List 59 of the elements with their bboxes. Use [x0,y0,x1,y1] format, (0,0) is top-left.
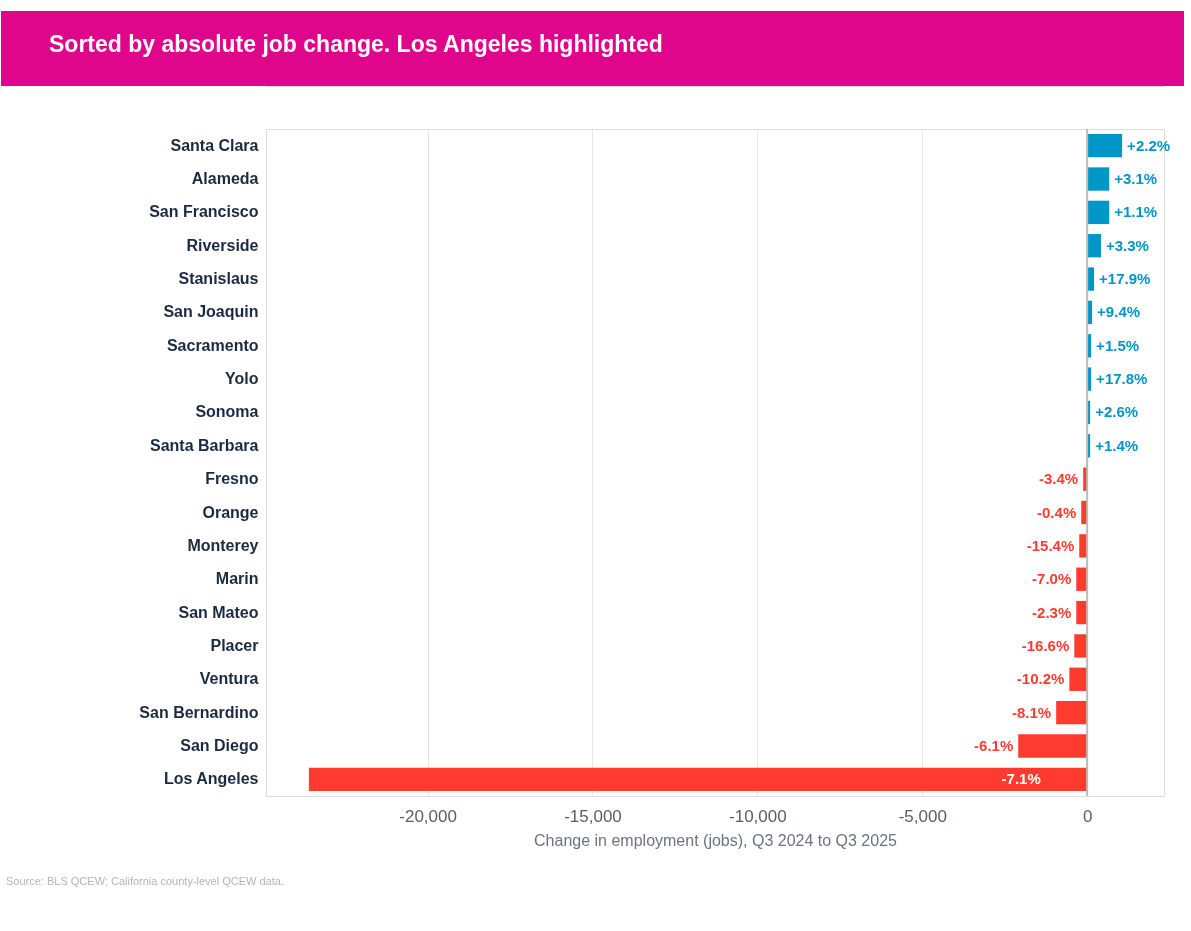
annotation: -7.1% [1001,770,1041,788]
annotation: +2.6% [1095,403,1139,421]
bar [1069,667,1088,691]
annotation: -16.6% [1021,636,1070,654]
y-tick-label: Stanislaus [178,270,259,288]
y-tick-label: Riverside [186,236,259,254]
bar [1087,167,1110,191]
y-tick-label: San Francisco [149,203,259,221]
annotation: +1.4% [1095,436,1139,454]
y-tick-label: San Diego [180,736,259,754]
y-tick-label: San Mateo [178,603,259,621]
bar [1087,200,1110,225]
x-tick-label: -5,000 [898,806,947,826]
chart-title: Sorted by absolute job change. Los Angeles highlighted [49,31,663,57]
y-tick-label: Sonoma [195,403,259,421]
y-tick-label: Monterey [187,536,259,554]
bar [1074,634,1088,658]
annotation: +1.1% [1114,203,1158,221]
x-tick-label: 0 [1082,806,1093,826]
annotation: +3.3% [1106,236,1149,254]
y-tick-label: Santa Barbara [150,436,259,454]
y-tick-label: Marin [215,570,259,588]
x-axis-title: Change in employment (jobs), Q3 2024 to Q3 2025 [534,831,898,849]
annotation: +17.9% [1099,270,1151,288]
annotation: +9.4% [1097,303,1141,321]
bar [1087,234,1102,258]
x-tick-label: -20,000 [399,806,457,826]
y-tick-label: San Joaquin [163,303,259,321]
y-tick-label: Placer [210,636,259,654]
bar [1076,600,1088,625]
y-tick-label: Sacramento [166,336,259,354]
x-tick-label: -15,000 [564,806,622,826]
y-tick-label: Ventura [199,670,259,688]
bar [1076,567,1088,591]
y-tick-label: Alameda [191,170,259,188]
source-note: Source: BLS QCEW; California county-level QCEW data. [6,875,284,887]
annotation: -6.1% [974,736,1014,754]
annotation: +17.8% [1096,370,1148,388]
bar [1018,734,1088,758]
x-tick-label: -10,000 [729,806,787,826]
y-tick-label: Orange [202,503,259,521]
annotation: +3.1% [1114,170,1158,188]
annotation: -10.2% [1016,670,1065,688]
annotation: -7.0% [1032,570,1072,588]
y-tick-label: Santa Clara [170,136,259,154]
annotation: -15.4% [1026,536,1075,554]
annotation: -3.4% [1039,470,1079,488]
bar [1087,134,1123,158]
y-tick-label: Los Angeles [163,770,259,788]
annotation: +2.2% [1127,136,1171,154]
annotation: -2.3% [1032,603,1072,621]
y-tick-label: Yolo [225,370,259,388]
y-tick-label: Fresno [205,470,259,488]
y-tick-label: San Bernardino [139,703,259,721]
annotation: -8.1% [1011,703,1052,721]
bar [1056,700,1088,725]
bar [308,767,1088,791]
annotation: +1.5% [1096,336,1140,354]
annotation: -0.4% [1037,503,1077,521]
